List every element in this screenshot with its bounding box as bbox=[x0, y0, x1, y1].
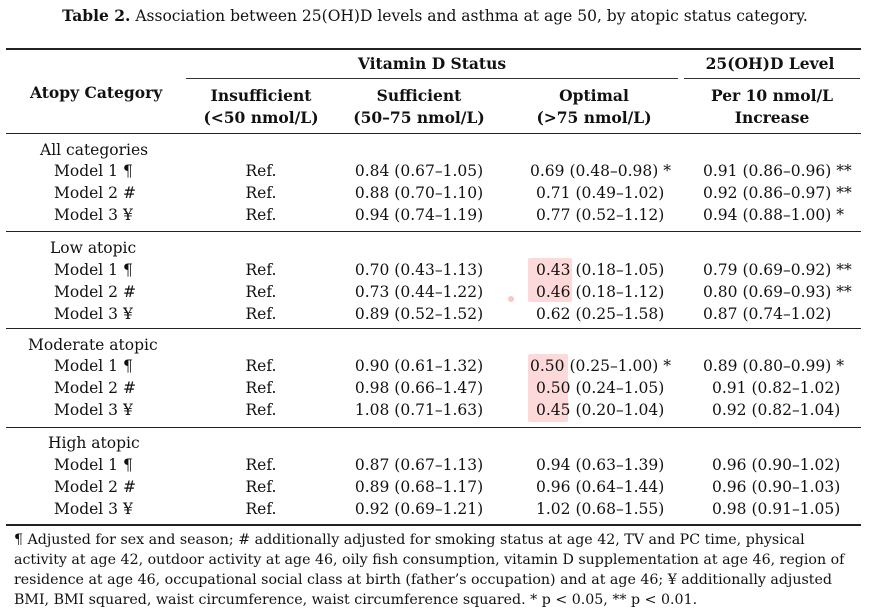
row-model: Model 3 ¥ bbox=[54, 401, 133, 419]
caption-text: Association between 25(OH)D levels and a… bbox=[135, 7, 808, 25]
cell-optimal: 0.46 (0.18–1.12) bbox=[536, 283, 665, 301]
cell-insufficient: Ref. bbox=[245, 379, 277, 397]
cell-insufficient: Ref. bbox=[245, 456, 277, 474]
cell-per10: 0.96 (0.90–1.03) bbox=[712, 478, 841, 496]
cell-insufficient: Ref. bbox=[245, 305, 277, 323]
header-optimal: Optimal bbox=[559, 86, 629, 105]
header-sufficient-range: (50–75 nmol/L) bbox=[353, 108, 485, 127]
cell-per10: 0.94 (0.88–1.00) * bbox=[703, 206, 844, 224]
row-model: Model 1 ¶ bbox=[54, 357, 133, 375]
cell-per10: 0.80 (0.69–0.93) ** bbox=[703, 283, 852, 301]
cell-insufficient: Ref. bbox=[245, 206, 277, 224]
row-model: Model 1 ¶ bbox=[54, 261, 133, 279]
header-group-rule-left bbox=[186, 78, 678, 79]
cell-optimal: 0.62 (0.25–1.58) bbox=[536, 305, 665, 323]
cell-sufficient: 0.89 (0.52–1.52) bbox=[354, 305, 484, 323]
group-separator bbox=[6, 231, 861, 232]
row-model: Model 1 ¶ bbox=[54, 162, 133, 180]
cell-optimal: 0.45 (0.20–1.04) bbox=[536, 401, 665, 419]
cell-sufficient: 1.08 (0.71–1.63) bbox=[354, 401, 484, 419]
header-vitamin-d-status: Vitamin D Status bbox=[357, 54, 507, 73]
cell-insufficient: Ref. bbox=[245, 162, 277, 180]
group-label: Moderate atopic bbox=[28, 336, 158, 354]
cell-per10: 0.96 (0.90–1.02) bbox=[712, 456, 841, 474]
cell-sufficient: 0.90 (0.61–1.32) bbox=[354, 357, 484, 375]
cell-sufficient: 0.94 (0.74–1.19) bbox=[354, 206, 484, 224]
cell-per10: 0.79 (0.69–0.92) ** bbox=[703, 261, 852, 279]
cell-insufficient: Ref. bbox=[245, 401, 277, 419]
row-model: Model 2 # bbox=[54, 184, 136, 202]
cell-per10: 0.87 (0.74–1.02) bbox=[703, 305, 832, 323]
cell-insufficient: Ref. bbox=[245, 478, 277, 496]
highlight-low-atopic-optimal bbox=[528, 258, 572, 302]
table-caption: Table 2. Association between 25(OH)D lev… bbox=[0, 6, 870, 26]
cell-optimal: 0.50 (0.25–1.00) * bbox=[530, 357, 671, 375]
cell-optimal: 0.50 (0.24–1.05) bbox=[536, 379, 665, 397]
highlight-dot bbox=[508, 296, 514, 302]
caption-label: Table 2. bbox=[62, 6, 131, 25]
header-group-rule-right bbox=[684, 78, 860, 79]
cell-sufficient: 0.88 (0.70–1.10) bbox=[354, 184, 484, 202]
group-label: All categories bbox=[40, 141, 149, 159]
header-25ohd-level: 25(OH)D Level bbox=[705, 54, 835, 73]
row-model: Model 2 # bbox=[54, 283, 136, 301]
cell-per10: 0.98 (0.91–1.05) bbox=[712, 500, 841, 518]
cell-per10: 0.89 (0.80–0.99) * bbox=[703, 357, 844, 375]
cell-insufficient: Ref. bbox=[245, 184, 277, 202]
cell-sufficient: 0.92 (0.69–1.21) bbox=[354, 500, 484, 518]
cell-sufficient: 0.70 (0.43–1.13) bbox=[354, 261, 484, 279]
highlight-moderate-atopic-optimal bbox=[528, 354, 568, 422]
header-insufficient-range: (<50 nmol/L) bbox=[203, 108, 319, 127]
cell-optimal: 0.77 (0.52–1.12) bbox=[536, 206, 665, 224]
header-insufficient: Insufficient bbox=[210, 86, 312, 105]
row-model: Model 3 ¥ bbox=[54, 206, 133, 224]
cell-sufficient: 0.98 (0.66–1.47) bbox=[354, 379, 484, 397]
group-label: Low atopic bbox=[50, 239, 137, 257]
cell-per10: 0.91 (0.82–1.02) bbox=[712, 379, 841, 397]
group-label: High atopic bbox=[48, 434, 140, 452]
header-per10-increase: Increase bbox=[734, 108, 810, 127]
header-optimal-range: (>75 nmol/L) bbox=[536, 108, 652, 127]
header-per10: Per 10 nmol/L bbox=[710, 86, 834, 105]
cell-optimal: 0.43 (0.18–1.05) bbox=[536, 261, 665, 279]
cell-insufficient: Ref. bbox=[245, 500, 277, 518]
row-model: Model 2 # bbox=[54, 379, 136, 397]
cell-optimal: 0.96 (0.64–1.44) bbox=[536, 478, 665, 496]
cell-insufficient: Ref. bbox=[245, 261, 277, 279]
cell-per10: 0.92 (0.82–1.04) bbox=[712, 401, 841, 419]
cell-per10: 0.92 (0.86–0.97) ** bbox=[703, 184, 852, 202]
cell-insufficient: Ref. bbox=[245, 357, 277, 375]
table-footnote: ¶ Adjusted for sex and season; # additio… bbox=[14, 532, 845, 608]
cell-optimal: 0.71 (0.49–1.02) bbox=[536, 184, 665, 202]
bottom-rule bbox=[6, 524, 861, 526]
cell-optimal: 1.02 (0.68–1.55) bbox=[536, 500, 665, 518]
cell-per10: 0.91 (0.86–0.96) ** bbox=[703, 162, 852, 180]
top-rule bbox=[6, 48, 861, 50]
header-sufficient: Sufficient bbox=[376, 86, 462, 105]
cell-optimal: 0.94 (0.63–1.39) bbox=[536, 456, 665, 474]
row-model: Model 1 ¶ bbox=[54, 456, 133, 474]
cell-insufficient: Ref. bbox=[245, 283, 277, 301]
cell-optimal: 0.69 (0.48–0.98) * bbox=[530, 162, 671, 180]
group-separator bbox=[6, 427, 861, 428]
group-separator bbox=[6, 328, 861, 329]
cell-sufficient: 0.73 (0.44–1.22) bbox=[354, 283, 484, 301]
row-model: Model 2 # bbox=[54, 478, 136, 496]
cell-sufficient: 0.84 (0.67–1.05) bbox=[354, 162, 484, 180]
header-atopy-category: Atopy Category bbox=[30, 83, 163, 102]
row-model: Model 3 ¥ bbox=[54, 305, 133, 323]
cell-sufficient: 0.87 (0.67–1.13) bbox=[354, 456, 484, 474]
row-model: Model 3 ¥ bbox=[54, 500, 133, 518]
cell-sufficient: 0.89 (0.68–1.17) bbox=[354, 478, 484, 496]
header-bottom-rule bbox=[6, 133, 861, 134]
